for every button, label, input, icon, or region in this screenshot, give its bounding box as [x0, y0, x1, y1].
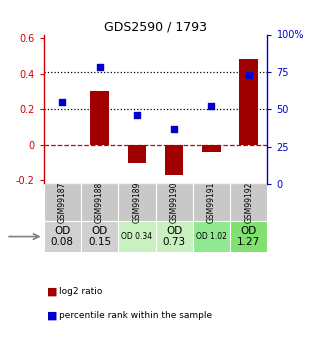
- Point: [172, 126, 177, 131]
- Bar: [193, 221, 230, 252]
- Text: GSM99190: GSM99190: [170, 182, 179, 223]
- Text: percentile rank within the sample: percentile rank within the sample: [59, 311, 212, 320]
- Text: OD
1.27: OD 1.27: [237, 226, 260, 247]
- Bar: [118, 184, 156, 221]
- Text: GSM99187: GSM99187: [58, 182, 67, 223]
- Text: GSM99191: GSM99191: [207, 182, 216, 223]
- Text: GSM99192: GSM99192: [244, 182, 253, 223]
- Text: OD
0.15: OD 0.15: [88, 226, 111, 247]
- Text: ■: ■: [47, 287, 57, 296]
- Text: OD 0.34: OD 0.34: [121, 232, 152, 241]
- Point: [60, 99, 65, 105]
- Bar: [128, 145, 146, 162]
- Bar: [202, 145, 221, 152]
- Bar: [239, 59, 258, 145]
- Bar: [230, 184, 267, 221]
- Title: GDS2590 / 1793: GDS2590 / 1793: [104, 20, 207, 33]
- Point: [209, 104, 214, 109]
- Bar: [90, 91, 109, 145]
- Point: [246, 72, 251, 78]
- Bar: [81, 184, 118, 221]
- Bar: [156, 221, 193, 252]
- Text: log2 ratio: log2 ratio: [59, 287, 102, 296]
- Text: OD
0.08: OD 0.08: [51, 226, 74, 247]
- Bar: [81, 221, 118, 252]
- Point: [134, 112, 139, 118]
- Text: OD 1.02: OD 1.02: [196, 232, 227, 241]
- Point: [97, 65, 102, 70]
- Bar: [156, 184, 193, 221]
- Bar: [44, 184, 81, 221]
- Text: ■: ■: [47, 311, 57, 321]
- Bar: [193, 184, 230, 221]
- Bar: [118, 221, 156, 252]
- Text: OD
0.73: OD 0.73: [163, 226, 186, 247]
- Text: GSM99189: GSM99189: [132, 182, 141, 223]
- Bar: [230, 221, 267, 252]
- Bar: [165, 145, 183, 175]
- Text: GSM99188: GSM99188: [95, 182, 104, 223]
- Bar: [44, 221, 81, 252]
